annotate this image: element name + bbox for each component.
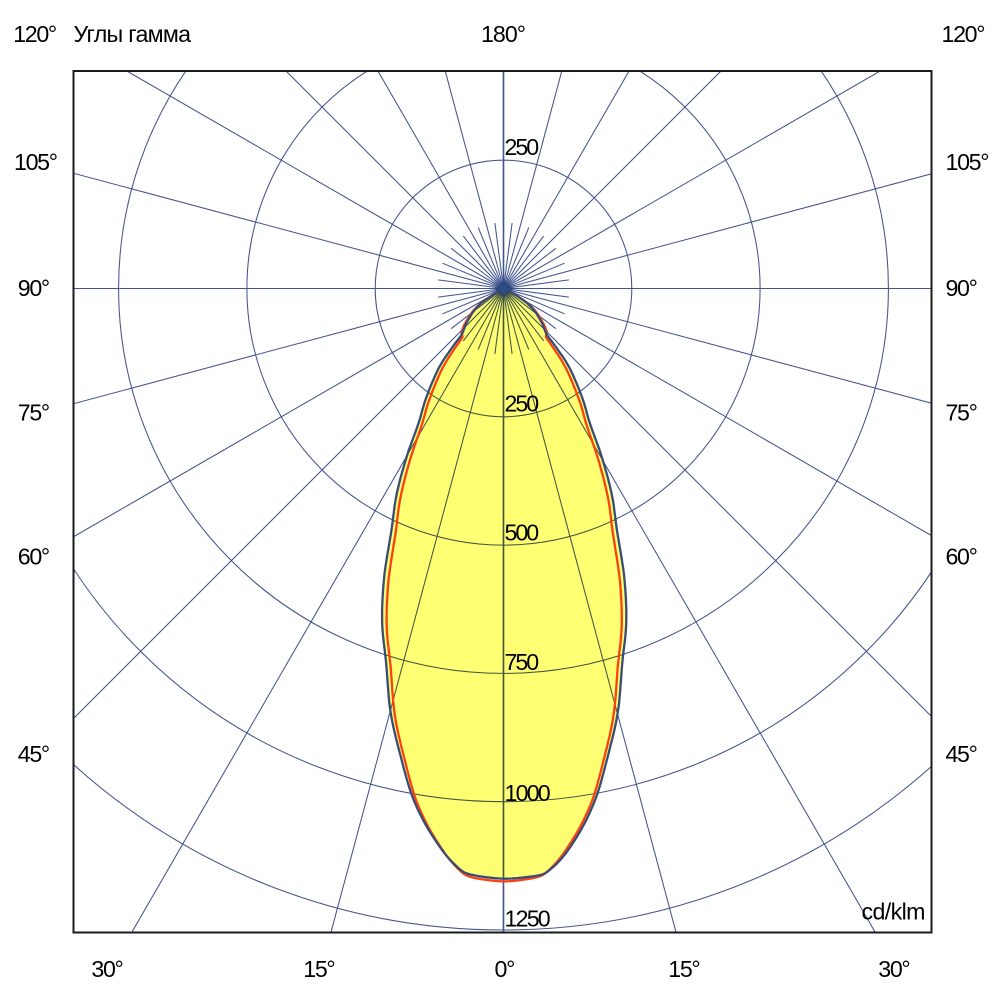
svg-text:30°: 30° — [91, 956, 123, 982]
svg-text:1000: 1000 — [505, 780, 551, 806]
svg-text:cd/klm: cd/klm — [862, 899, 926, 925]
svg-text:500: 500 — [505, 519, 540, 545]
svg-text:45°: 45° — [18, 741, 50, 767]
svg-text:90°: 90° — [946, 275, 978, 301]
svg-text:75°: 75° — [946, 400, 978, 426]
svg-text:250: 250 — [505, 134, 540, 160]
svg-text:120°: 120° — [13, 21, 57, 47]
svg-text:30°: 30° — [878, 956, 910, 982]
svg-text:120°: 120° — [942, 21, 986, 47]
svg-text:75°: 75° — [18, 400, 50, 426]
svg-text:45°: 45° — [946, 741, 978, 767]
svg-text:0°: 0° — [495, 956, 516, 982]
svg-text:1250: 1250 — [505, 906, 551, 932]
svg-text:90°: 90° — [18, 275, 50, 301]
svg-text:105°: 105° — [14, 149, 58, 175]
svg-text:750: 750 — [505, 649, 540, 675]
svg-text:250: 250 — [505, 391, 540, 417]
svg-text:60°: 60° — [946, 544, 978, 570]
svg-text:15°: 15° — [303, 956, 335, 982]
svg-text:15°: 15° — [668, 956, 700, 982]
svg-text:Углы гамма: Углы гамма — [74, 21, 192, 47]
svg-text:105°: 105° — [946, 149, 990, 175]
svg-text:180°: 180° — [481, 21, 526, 47]
svg-text:60°: 60° — [18, 544, 50, 570]
